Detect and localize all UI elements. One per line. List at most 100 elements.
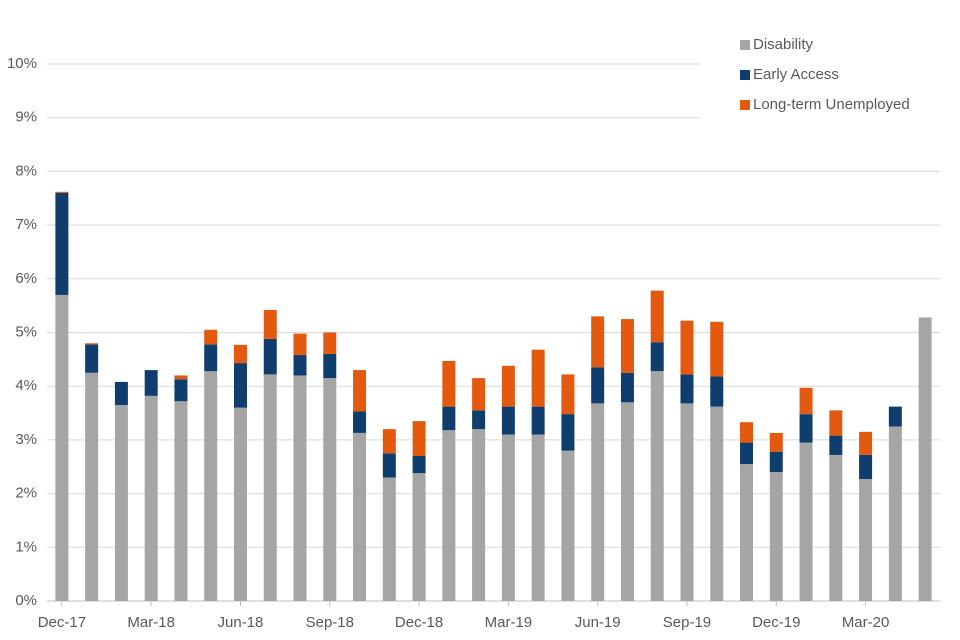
bar-segment: [442, 360, 456, 407]
bar-segment: [353, 432, 367, 601]
bar-segment: [233, 363, 247, 408]
bar-segment: [174, 401, 188, 601]
legend-label: Long-term Unemployed: [753, 96, 910, 113]
bar-segment: [561, 374, 575, 415]
bar-segment: [323, 353, 337, 379]
x-tick-label: Dec-19: [752, 614, 800, 631]
y-tick-label: 8%: [15, 162, 37, 179]
bar-segment: [531, 434, 545, 601]
bar-segment: [55, 191, 69, 193]
legend-swatch: [740, 70, 750, 80]
bar-segment: [442, 430, 456, 601]
bar-segment: [680, 374, 694, 404]
bar-segment: [263, 309, 277, 339]
bar-segment: [740, 422, 754, 443]
legend-label: Early Access: [753, 66, 839, 83]
y-tick-label: 6%: [15, 270, 37, 287]
bar-segment: [55, 192, 69, 295]
bar-segment: [85, 343, 99, 345]
x-tick-label: Jun-19: [575, 614, 621, 631]
y-tick-label: 1%: [15, 538, 37, 555]
bar-segment: [888, 426, 902, 601]
bar-segment: [174, 375, 188, 380]
bar-segment: [859, 431, 873, 455]
legend-swatch: [740, 100, 750, 110]
x-tick-label: Dec-18: [395, 614, 443, 631]
bar-segment: [680, 403, 694, 601]
bar-segment: [740, 464, 754, 601]
bar-segment: [501, 406, 515, 435]
x-tick-label: Sep-19: [663, 614, 711, 631]
bar-segment: [174, 379, 188, 402]
bar-segment: [769, 472, 783, 601]
bar-segment: [531, 349, 545, 407]
bar-segment: [859, 479, 873, 601]
bar-segment: [293, 375, 307, 601]
bar-segment: [829, 454, 843, 601]
x-tick-label: Jun-18: [218, 614, 264, 631]
bar-segment: [650, 290, 664, 343]
bar-segment: [353, 370, 367, 412]
bar-segment: [561, 450, 575, 601]
bar-segment: [472, 410, 486, 430]
bar-segment: [918, 317, 932, 601]
x-tick-label: Mar-18: [127, 614, 175, 631]
legend-swatch: [740, 40, 750, 50]
bar-segment: [204, 329, 218, 345]
x-tick-label: Sep-18: [306, 614, 354, 631]
bar-segment: [323, 332, 337, 354]
bar-segment: [85, 372, 99, 601]
bar-segment: [114, 404, 128, 601]
bar-segment: [412, 421, 426, 457]
bar-segment: [859, 454, 873, 480]
bar-segment: [650, 371, 664, 601]
bar-segment: [680, 320, 694, 375]
bar-segment: [799, 442, 813, 601]
x-tick-label: Mar-19: [485, 614, 533, 631]
bar-segment: [263, 338, 277, 375]
bar-segment: [501, 434, 515, 601]
bar-segment: [799, 414, 813, 443]
bar-segment: [710, 376, 724, 407]
bar-segment: [620, 319, 634, 373]
y-tick-label: 10%: [7, 55, 37, 72]
bar-segment: [769, 451, 783, 473]
bar-segment: [204, 344, 218, 372]
bar-segment: [144, 395, 158, 601]
bar-segment: [829, 410, 843, 436]
bar-segment: [888, 406, 902, 427]
bar-segment: [650, 342, 664, 372]
bar-segment: [740, 442, 754, 465]
bar-segment: [561, 414, 575, 451]
bar-segment: [382, 477, 396, 601]
bar-segment: [353, 411, 367, 433]
bar-segment: [501, 365, 515, 407]
bar-segment: [710, 321, 724, 377]
bar-segment: [382, 453, 396, 478]
bar-segment: [472, 429, 486, 601]
y-tick-label: 0%: [15, 592, 37, 609]
bar-segment: [531, 406, 545, 435]
y-tick-label: 3%: [15, 431, 37, 448]
y-tick-label: 9%: [15, 109, 37, 126]
bar-segment: [620, 372, 634, 403]
y-tick-label: 5%: [15, 323, 37, 340]
bar-segment: [382, 429, 396, 454]
bar-segment: [769, 432, 783, 452]
bar-segment: [204, 371, 218, 601]
bar-segment: [233, 344, 247, 364]
bar-segment: [412, 456, 426, 474]
bar-segment: [85, 344, 99, 373]
bar-segment: [263, 374, 277, 601]
bar-segment: [55, 294, 69, 601]
bar-segment: [710, 406, 724, 601]
y-tick-label: 7%: [15, 216, 37, 233]
bar-segment: [620, 402, 634, 601]
bar-segment: [293, 355, 307, 376]
bar-segment: [829, 435, 843, 455]
bar-segment: [442, 406, 456, 431]
x-tick-label: Dec-17: [38, 614, 86, 631]
bar-segment: [472, 378, 486, 411]
y-tick-label: 2%: [15, 485, 37, 502]
